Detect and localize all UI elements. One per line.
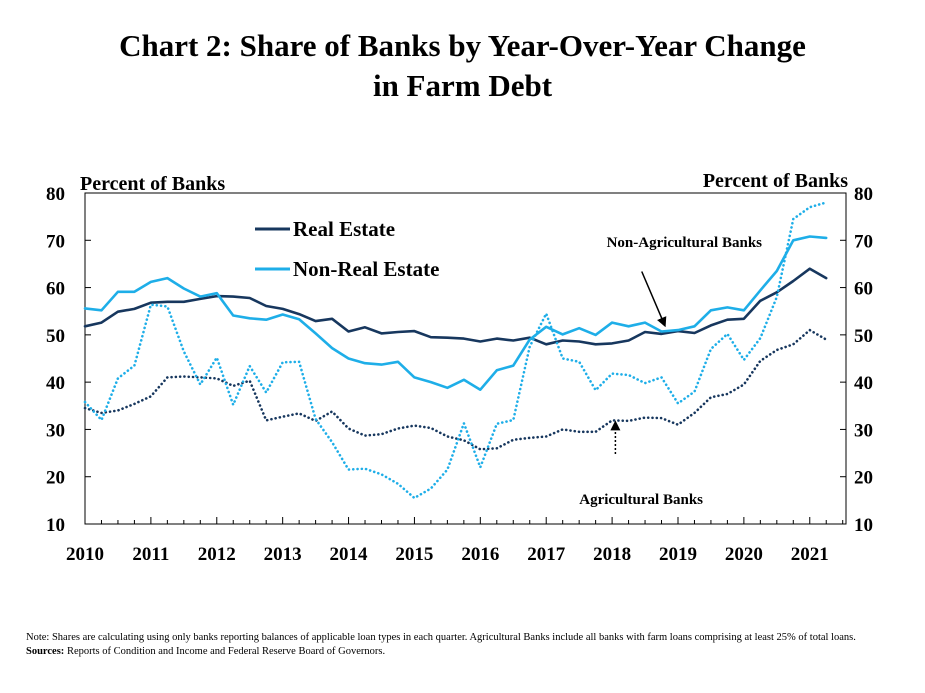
x-tick-label: 2019	[659, 544, 697, 565]
footnote: Note: Shares are calculating using only …	[26, 631, 886, 659]
x-tick-label: 2016	[461, 544, 499, 565]
x-tick-label: 2013	[264, 544, 302, 565]
x-tick-label: 2017	[527, 544, 566, 565]
y-tick-label-right: 20	[854, 468, 873, 489]
chart-legend: Real Estate Non-Real Estate	[255, 217, 439, 281]
x-tick-label: 2014	[330, 544, 369, 565]
y-tick-label-right: 40	[854, 373, 873, 394]
x-tick-label: 2021	[791, 544, 829, 565]
plot-frame	[84, 192, 847, 525]
sources-label: Sources:	[26, 646, 65, 657]
x-tick-label: 2011	[132, 544, 169, 565]
y-tick-label-left: 60	[46, 279, 65, 300]
chart-title: Chart 2: Share of Banks by Year-Over-Yea…	[0, 26, 925, 106]
y-tick-label-right: 70	[854, 231, 873, 252]
footnote-sources: Sources: Reports of Condition and Income…	[26, 645, 886, 659]
y-tick-label-left: 40	[46, 373, 65, 394]
x-tick-label: 2018	[593, 544, 631, 565]
x-tick-label: 2020	[725, 544, 763, 565]
y-axis-title-right: Percent of Banks	[703, 170, 848, 192]
y-tick-label-right: 60	[854, 279, 873, 300]
x-tick-label: 2012	[198, 544, 236, 565]
y-tick-label-right: 10	[854, 515, 873, 536]
y-tick-label-right: 30	[854, 420, 873, 441]
y-tick-label-left: 30	[46, 420, 65, 441]
y-tick-label-left: 70	[46, 231, 65, 252]
y-tick-label-left: 50	[46, 326, 65, 347]
chart-title-line-2: in Farm Debt	[372, 68, 553, 103]
footnote-note: Note: Shares are calculating using only …	[26, 632, 856, 643]
y-axis-title-left: Percent of Banks	[80, 173, 225, 195]
sources-text: Reports of Condition and Income and Fede…	[64, 646, 386, 657]
x-tick-label: 2010	[66, 544, 104, 565]
y-tick-label-left: 80	[46, 184, 65, 205]
chart-series	[83, 201, 828, 500]
y-tick-label-right: 50	[854, 326, 873, 347]
y-tick-label-left: 20	[46, 468, 65, 489]
annotation-agricultural-banks: Agricultural Banks	[579, 492, 703, 508]
chart-title-line-1: Chart 2: Share of Banks by Year-Over-Yea…	[119, 28, 806, 63]
annotation-non-agricultural-banks: Non-Agricultural Banks	[607, 235, 763, 251]
chart-annotations: Non-Agricultural Banks Agricultural Banks	[579, 235, 762, 508]
legend-label-real-estate: Real Estate	[293, 217, 395, 241]
annotation-arrow-non-agricultural	[641, 271, 667, 328]
x-tick-label: 2015	[395, 544, 433, 565]
series-line-nonag-non-real-estate	[83, 235, 828, 392]
y-tick-label-right: 80	[854, 184, 873, 205]
series-line-ag-real-estate	[83, 328, 828, 451]
series-line-ag-non-real-estate	[83, 201, 828, 500]
series-line-nonag-real-estate	[83, 267, 828, 346]
y-tick-label-left: 10	[46, 515, 65, 536]
legend-label-non-real-estate: Non-Real Estate	[293, 257, 439, 281]
